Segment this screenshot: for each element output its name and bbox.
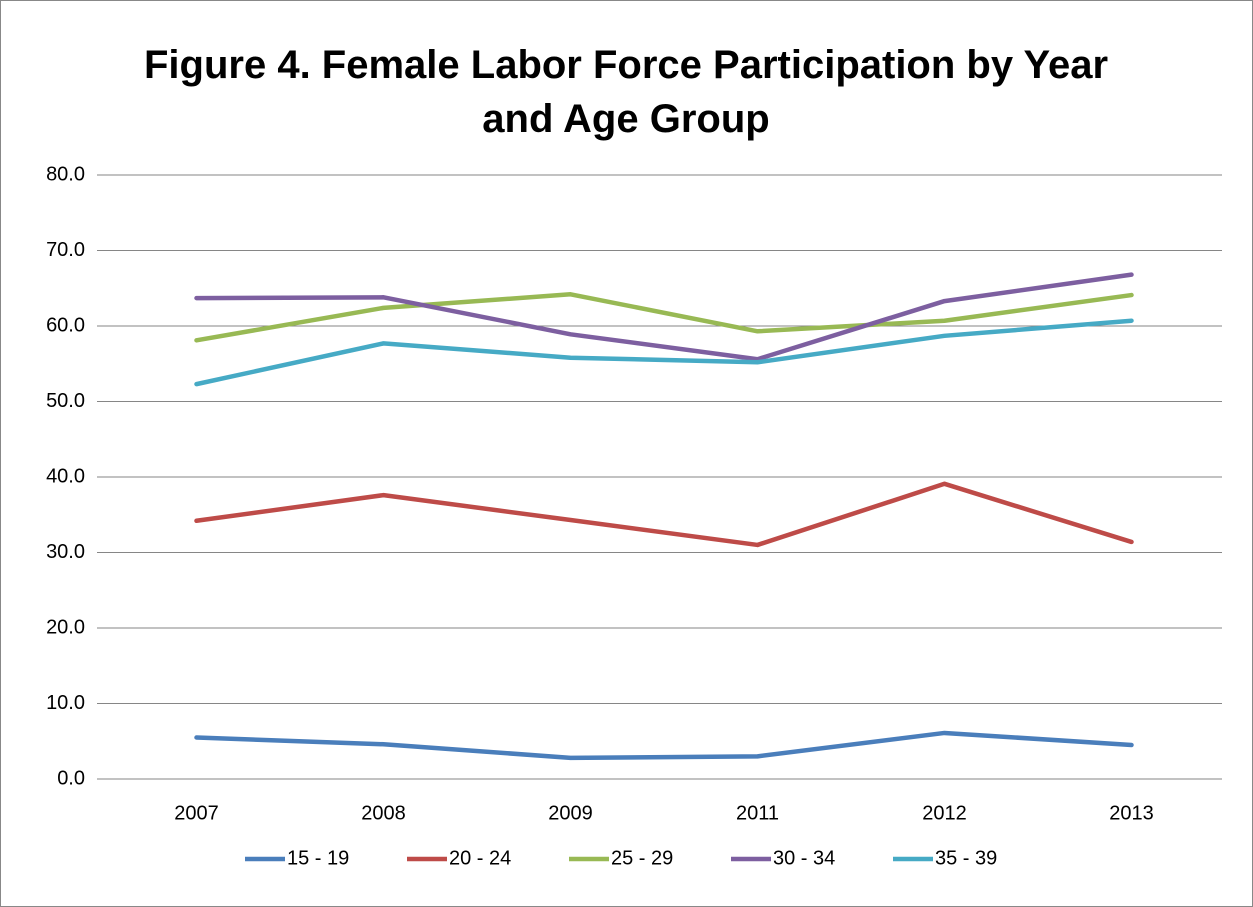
series-line bbox=[194, 730, 1134, 761]
series-line bbox=[194, 272, 1134, 362]
y-tick-label: 10.0 bbox=[46, 692, 85, 714]
y-tick-label: 30.0 bbox=[46, 541, 85, 563]
y-tick-label: 80.0 bbox=[46, 163, 85, 185]
x-tick-label: 2013 bbox=[1109, 802, 1154, 824]
x-tick-label: 2012 bbox=[922, 802, 967, 824]
y-tick-label: 70.0 bbox=[46, 239, 85, 261]
y-tick-label: 40.0 bbox=[46, 465, 85, 487]
chart-title: Figure 4. Female Labor Force Participati… bbox=[143, 43, 1109, 141]
y-tick-label: 50.0 bbox=[46, 390, 85, 412]
legend-label: 20 - 24 bbox=[449, 847, 511, 869]
legend-label: 15 - 19 bbox=[287, 847, 349, 869]
x-tick-label: 2009 bbox=[548, 802, 593, 824]
series-line bbox=[194, 292, 1134, 343]
legend-label: 25 - 29 bbox=[611, 847, 673, 869]
legend-label: 35 - 39 bbox=[935, 847, 997, 869]
series-line bbox=[194, 481, 1134, 548]
x-tick-label: 2007 bbox=[174, 802, 219, 824]
y-tick-label: 60.0 bbox=[46, 314, 85, 336]
legend-label: 30 - 34 bbox=[773, 847, 835, 869]
y-tick-label: 20.0 bbox=[46, 616, 85, 638]
y-tick-label: 0.0 bbox=[57, 767, 85, 789]
series-line bbox=[194, 318, 1134, 387]
x-tick-label: 2008 bbox=[361, 802, 406, 824]
x-tick-label: 2011 bbox=[736, 802, 779, 824]
